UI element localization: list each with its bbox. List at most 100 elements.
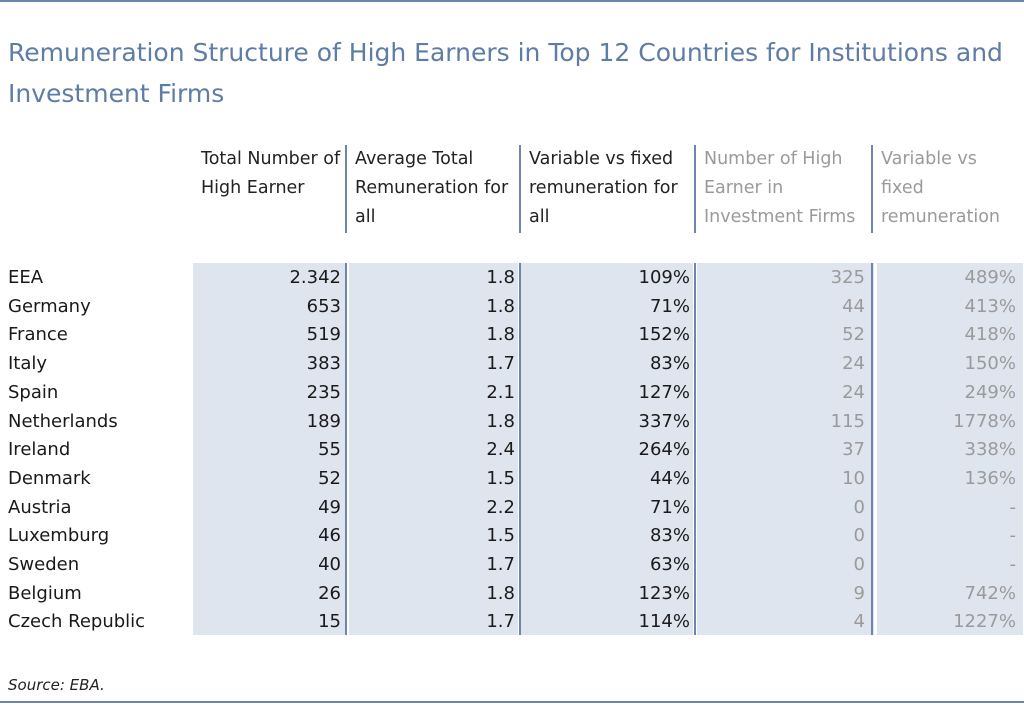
average-remuneration: 1.8: [486, 295, 515, 317]
variable-fixed-all: 83%: [649, 525, 690, 547]
top-rule: [0, 0, 1024, 2]
table-row: Spain 235 2.1 127% 24 249%: [0, 378, 1024, 407]
variable-fixed-all: 114%: [638, 611, 690, 633]
table-row: EEA 2.342 1.8 109% 325 489%: [0, 263, 1024, 292]
investment-firm-high-earners: 0: [853, 496, 865, 518]
average-remuneration: 1.5: [486, 467, 515, 489]
investment-firm-high-earners: 24: [842, 381, 865, 403]
table-row: Netherlands 189 1.8 337% 115 1778%: [0, 407, 1024, 436]
investment-firm-high-earners: 10: [842, 467, 865, 489]
country-name: Denmark: [8, 467, 91, 489]
column-band-average: [349, 263, 518, 635]
total-high-earners: 26: [318, 582, 341, 604]
average-remuneration: 2.1: [486, 381, 515, 403]
table-row: Austria 49 2.2 71% 0 -: [0, 493, 1024, 522]
column-band-variable: [521, 263, 693, 635]
variable-fixed-all: 152%: [638, 324, 690, 346]
average-remuneration: 2.4: [486, 439, 515, 461]
variable-fixed-all: 337%: [638, 410, 690, 432]
header-variable-fixed-investment: Variable vs fixed remuneration: [881, 149, 1001, 227]
header-divider: [871, 145, 873, 233]
total-high-earners: 52: [318, 467, 341, 489]
table-row: Belgium 26 1.8 123% 9 742%: [0, 579, 1024, 608]
total-high-earners: 235: [306, 381, 341, 403]
investment-firm-high-earners: 44: [842, 295, 865, 317]
header-divider: [519, 145, 521, 233]
total-high-earners: 653: [306, 295, 341, 317]
variable-fixed-investment: -: [1009, 525, 1017, 547]
average-remuneration: 1.8: [486, 582, 515, 604]
country-name: France: [8, 324, 68, 346]
investment-firm-high-earners: 325: [830, 267, 865, 288]
variable-fixed-investment: 338%: [964, 439, 1016, 461]
variable-fixed-all: 109%: [638, 267, 690, 288]
investment-firm-high-earners: 37: [842, 439, 865, 461]
variable-fixed-investment: 1227%: [953, 611, 1016, 633]
average-remuneration: 1.5: [486, 525, 515, 547]
average-remuneration: 2.2: [486, 496, 515, 518]
table-row: Luxemburg 46 1.5 83% 0 -: [0, 521, 1024, 550]
country-name: EEA: [8, 267, 44, 288]
table-row: France 519 1.8 152% 52 418%: [0, 320, 1024, 349]
column-divider: [519, 263, 521, 635]
investment-firm-high-earners: 24: [842, 353, 865, 375]
variable-fixed-investment: 136%: [964, 467, 1016, 489]
average-remuneration: 1.8: [486, 267, 515, 288]
country-name: Germany: [8, 295, 91, 317]
variable-fixed-investment: 489%: [964, 267, 1016, 288]
country-name: Luxemburg: [8, 525, 110, 547]
average-remuneration: 1.8: [486, 324, 515, 346]
investment-firm-high-earners: 4: [853, 611, 865, 633]
variable-fixed-investment: 150%: [964, 353, 1016, 375]
investment-firm-high-earners: 0: [853, 525, 865, 547]
country-name: Italy: [8, 353, 48, 375]
table-row: Denmark 52 1.5 44% 10 136%: [0, 464, 1024, 493]
total-high-earners: 49: [318, 496, 341, 518]
country-name: Austria: [8, 496, 72, 518]
country-name: Czech Republic: [8, 611, 146, 633]
source-note: Source: EBA.: [8, 676, 105, 694]
variable-fixed-all: 44%: [649, 467, 690, 489]
variable-fixed-all: 264%: [638, 439, 690, 461]
total-high-earners: 15: [318, 611, 341, 633]
column-divider: [871, 263, 873, 635]
table-row: Germany 653 1.8 71% 44 413%: [0, 292, 1024, 321]
variable-fixed-all: 71%: [649, 496, 690, 518]
total-high-earners: 383: [306, 353, 341, 375]
total-high-earners: 189: [306, 410, 341, 432]
variable-fixed-investment: 1778%: [953, 410, 1016, 432]
variable-fixed-all: 63%: [649, 554, 690, 575]
variable-fixed-investment: 413%: [964, 295, 1016, 317]
total-high-earners: 519: [306, 324, 341, 346]
variable-fixed-investment: 742%: [964, 582, 1016, 604]
column-divider: [694, 263, 696, 635]
variable-fixed-all: 83%: [649, 353, 690, 375]
variable-fixed-all: 123%: [638, 582, 690, 604]
variable-fixed-investment: 418%: [964, 324, 1016, 346]
variable-fixed-investment: -: [1009, 496, 1017, 518]
column-band-investment-firms: [697, 263, 874, 635]
variable-fixed-investment: 249%: [964, 381, 1016, 403]
table-row: Italy 383 1.7 83% 24 150%: [0, 349, 1024, 378]
country-name: Netherlands: [8, 410, 118, 432]
total-high-earners: 55: [318, 439, 341, 461]
header-average-remuneration: Average Total Remuneration for all: [355, 149, 509, 227]
average-remuneration: 1.7: [486, 611, 515, 633]
investment-firm-high-earners: 0: [853, 554, 865, 575]
investment-firm-high-earners: 115: [830, 410, 865, 432]
column-band-total: [193, 263, 346, 635]
column-divider: [345, 263, 347, 635]
investment-firm-high-earners: 9: [853, 582, 865, 604]
total-high-earners: 40: [318, 554, 341, 575]
header-total-number: Total Number of High Earner: [201, 149, 341, 198]
page-title: Remuneration Structure of High Earners i…: [8, 38, 1003, 108]
header-divider: [694, 145, 696, 233]
column-band-variable-investment: [877, 263, 1023, 635]
bottom-rule: [0, 701, 1024, 703]
variable-fixed-all: 127%: [638, 381, 690, 403]
average-remuneration: 1.8: [486, 410, 515, 432]
table-row: Sweden 40 1.7 63% 0 -: [0, 550, 1024, 579]
table-row: Czech Republic 15 1.7 114% 4 1227%: [0, 607, 1024, 636]
country-name: Sweden: [8, 554, 80, 575]
variable-fixed-all: 71%: [649, 295, 690, 317]
